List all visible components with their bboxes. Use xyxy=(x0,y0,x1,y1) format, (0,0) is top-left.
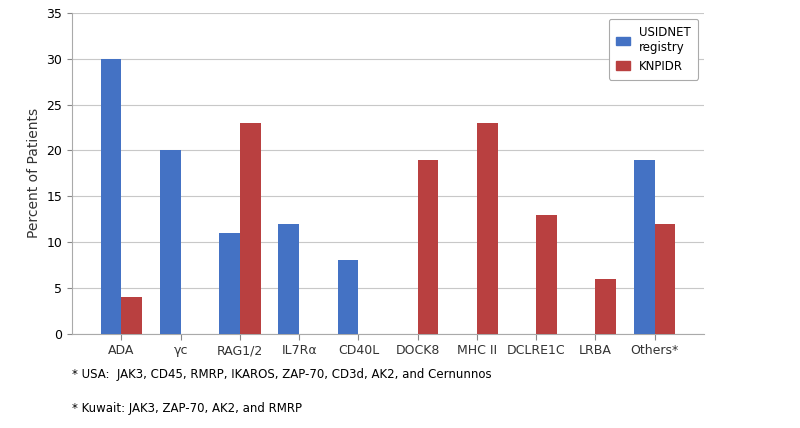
Bar xyxy=(477,123,498,334)
Bar xyxy=(654,224,675,334)
Bar xyxy=(595,279,616,334)
Bar xyxy=(240,123,261,334)
Bar xyxy=(634,160,654,334)
Legend: USIDNET
registry, KNPIDR: USIDNET registry, KNPIDR xyxy=(609,19,698,80)
Bar xyxy=(122,297,142,334)
Y-axis label: Percent of Patients: Percent of Patients xyxy=(27,108,41,238)
Bar xyxy=(338,261,358,334)
Text: * Kuwait: JAK3, ZAP-70, AK2, and RMRP: * Kuwait: JAK3, ZAP-70, AK2, and RMRP xyxy=(72,402,302,415)
Text: * USA:  JAK3, CD45, RMRP, IKAROS, ZAP-70, CD3d, AK2, and Cernunnos: * USA: JAK3, CD45, RMRP, IKAROS, ZAP-70,… xyxy=(72,368,492,381)
Bar xyxy=(101,59,122,334)
Bar xyxy=(278,224,299,334)
Bar xyxy=(418,160,438,334)
Bar xyxy=(219,233,240,334)
Bar xyxy=(160,150,181,334)
Bar xyxy=(536,214,557,334)
